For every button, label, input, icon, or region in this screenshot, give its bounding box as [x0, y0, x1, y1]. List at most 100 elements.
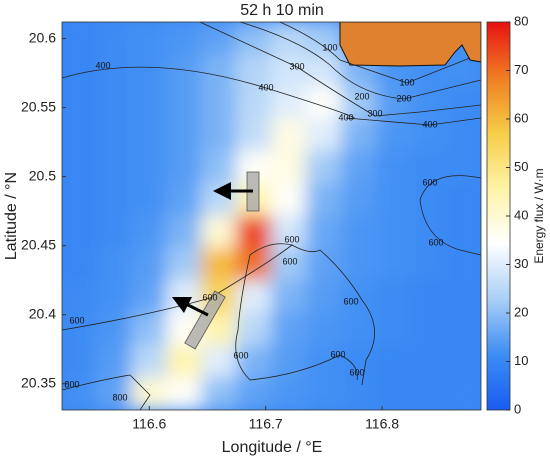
heat-cell [271, 22, 307, 55]
heat-cell [236, 86, 272, 120]
heat-cell [375, 150, 412, 185]
heat-cell [166, 247, 203, 282]
x-tick-label: 116.7 [249, 416, 283, 432]
heat-cell [375, 215, 412, 249]
contour [199, 22, 481, 117]
heat-cell [131, 312, 168, 346]
contour-label: 600 [343, 296, 358, 306]
heat-cell [166, 215, 203, 249]
heat-cell [410, 183, 447, 217]
heat-cell [166, 183, 203, 217]
heat-cell [375, 118, 412, 152]
heat-cell [410, 215, 447, 249]
heat-cell [340, 215, 377, 249]
y-tick-label: 20.6 [29, 29, 56, 45]
heat-cell [271, 150, 307, 185]
heat-cell [96, 280, 133, 314]
heat-cell [201, 377, 238, 410]
x-tick-label: 116.6 [132, 416, 166, 432]
heat-cell [410, 86, 447, 120]
heat-cell [131, 22, 168, 55]
contour-label: 200 [354, 91, 369, 101]
contour [239, 22, 481, 100]
heat-cell [96, 247, 133, 282]
chart-title: 52 h 10 min [240, 2, 324, 19]
heat-cell [96, 150, 133, 185]
heat-cell [445, 118, 481, 152]
transect [184, 290, 226, 350]
contour-label: 400 [95, 60, 110, 70]
heat-cell [62, 53, 98, 88]
contour-label: 300 [367, 108, 382, 118]
heat-cell [62, 150, 98, 185]
heat-cell [271, 118, 307, 152]
contour [62, 374, 151, 410]
y-tick-label: 20.5 [29, 167, 56, 183]
contour-label: 600 [284, 234, 299, 244]
contour-label: 600 [202, 292, 217, 302]
contour-label: 200 [396, 93, 411, 103]
colorbar-tick-label: 30 [514, 256, 528, 271]
heat-cell [271, 247, 307, 282]
x-tick-label: 116.8 [365, 416, 399, 432]
contour-label: 600 [428, 237, 443, 247]
arrow [171, 296, 209, 317]
heat-cell [305, 86, 342, 120]
heat-cell [201, 22, 238, 55]
heat-cell [410, 247, 447, 282]
heat-cell [166, 344, 203, 379]
heat-cell [340, 183, 377, 217]
heat-cell [201, 118, 238, 152]
contour-label: 400 [338, 112, 353, 122]
heatmap-cells [62, 22, 481, 410]
heat-cell [62, 344, 98, 379]
overlays: 400 400 400 400 100 100 300 300 200 200 … [62, 22, 481, 410]
heat-cell [445, 150, 481, 185]
heat-cell [445, 312, 481, 346]
heat-cell [445, 215, 481, 249]
contour [235, 243, 358, 381]
heat-cell [96, 377, 133, 410]
heat-cell [305, 150, 342, 185]
heat-cell [166, 377, 203, 410]
heat-cell [166, 150, 203, 185]
heat-cell [131, 247, 168, 282]
heat-cell [375, 312, 412, 346]
colorbar-label: Energy flux / W·m [532, 168, 546, 263]
contour [62, 244, 375, 386]
heat-cell [445, 183, 481, 217]
heat-cell [340, 377, 377, 410]
heat-cell [131, 86, 168, 120]
heat-cell [201, 247, 238, 282]
colorbar-tick-label: 0 [514, 401, 521, 416]
heat-cell [62, 280, 98, 314]
contour [279, 22, 471, 84]
heat-cell [375, 344, 412, 379]
heat-cell [166, 86, 203, 120]
contour-label: 800 [112, 392, 127, 402]
heat-cell [201, 215, 238, 249]
colorbar-tick-label: 20 [514, 304, 528, 319]
heat-cell [62, 86, 98, 120]
contour-label: 600 [422, 177, 437, 187]
heat-cell [96, 22, 133, 55]
y-tick-label: 20.45 [21, 236, 56, 252]
heat-cell [375, 247, 412, 282]
heat-cell [236, 247, 272, 282]
heat-cell [131, 150, 168, 185]
colorbar-tick-label: 40 [514, 207, 528, 222]
colorbar-tick-label: 70 [514, 62, 528, 77]
heatmap [62, 22, 481, 410]
heat-cell [375, 183, 412, 217]
heat-cell [236, 118, 272, 152]
heat-cell [340, 150, 377, 185]
heat-cell [445, 377, 481, 410]
contour [419, 175, 481, 256]
contour-label: 100 [322, 42, 337, 52]
heat-cell [445, 280, 481, 314]
heat-cell [236, 215, 272, 249]
contour-label: 100 [399, 77, 414, 87]
heat-cell [236, 312, 272, 346]
heat-cell [375, 280, 412, 314]
